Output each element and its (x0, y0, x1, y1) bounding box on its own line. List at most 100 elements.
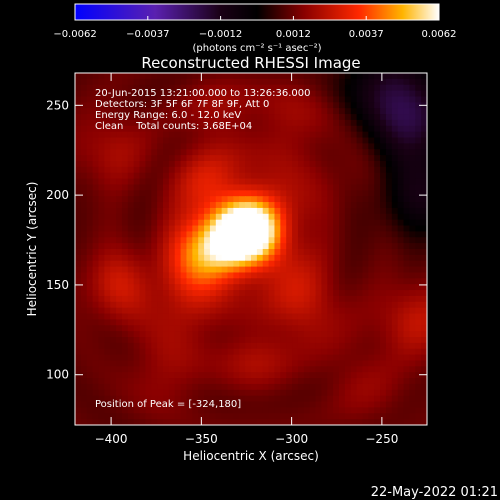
heatmap-cell (98, 272, 105, 279)
heatmap-cell (92, 413, 100, 420)
heatmap-cell (174, 90, 182, 98)
heatmap-cell (227, 313, 234, 320)
heatmap-cell (286, 319, 293, 326)
heatmap-cell (344, 360, 352, 367)
heatmap-cell (145, 342, 152, 350)
heatmap-cell (86, 84, 94, 92)
heatmap-cell (86, 272, 94, 279)
heatmap-cell (86, 407, 94, 414)
heatmap-cell (145, 190, 152, 197)
heatmap-cell (368, 149, 375, 156)
heatmap-cell (344, 389, 352, 397)
heatmap-cell (403, 184, 410, 191)
heatmap-cell (186, 284, 193, 291)
heatmap-cell (303, 190, 311, 197)
heatmap-cell (239, 342, 246, 350)
heatmap-cell (409, 161, 416, 168)
heatmap-cell (391, 243, 399, 250)
heatmap-cell (133, 395, 141, 403)
heatmap-cell (421, 213, 427, 221)
heatmap-cell (186, 354, 193, 362)
heatmap-cell (421, 284, 427, 291)
heatmap-cell (168, 389, 176, 397)
heatmap-cell (256, 272, 264, 279)
heatmap-cell (321, 325, 328, 332)
heatmap-cell (380, 325, 387, 332)
heatmap-cell (121, 184, 129, 191)
heatmap-cell (209, 301, 217, 309)
heatmap-cell (98, 401, 105, 408)
heatmap-cell (198, 207, 205, 215)
heatmap-cell (227, 190, 234, 197)
heatmap-cell (251, 407, 258, 414)
heatmap-cell (391, 348, 399, 356)
heatmap-cell (297, 190, 305, 197)
heatmap-cell (145, 407, 152, 414)
heatmap-cell (110, 213, 117, 221)
heatmap-cell (397, 73, 405, 80)
heatmap-cell (385, 389, 393, 397)
heatmap-cell (227, 184, 234, 191)
heatmap-cell (356, 284, 364, 291)
heatmap-cell (421, 231, 427, 238)
heatmap-cell (209, 166, 217, 174)
heatmap-cell (221, 131, 229, 139)
heatmap-cell (391, 190, 399, 197)
heatmap-cell (421, 307, 427, 315)
heatmap-cell (397, 278, 405, 285)
heatmap-cell (380, 266, 387, 274)
heatmap-cell (133, 354, 141, 362)
heatmap-cell (98, 331, 105, 338)
heatmap-cell (339, 360, 346, 367)
heatmap-cell (327, 108, 334, 115)
heatmap-cell (321, 114, 328, 121)
heatmap-cell (245, 102, 252, 109)
heatmap-cell (339, 225, 346, 232)
heatmap-cell (157, 249, 164, 256)
heatmap-cell (121, 125, 129, 133)
heatmap-cell (145, 243, 152, 250)
heatmap-cell (415, 84, 422, 92)
heatmap-cell (297, 272, 305, 279)
heatmap-cell (233, 119, 240, 127)
heatmap-cell (168, 319, 176, 326)
heatmap-cell (116, 383, 123, 391)
heatmap-cell (180, 196, 188, 203)
heatmap-cell (80, 90, 88, 98)
heatmap-cell (245, 202, 252, 209)
heatmap-cell (80, 313, 88, 320)
heatmap-cell (327, 284, 334, 291)
heatmap-cell (192, 161, 199, 168)
heatmap-cell (333, 243, 340, 250)
heatmap-cell (409, 395, 416, 403)
heatmap-cell (292, 137, 299, 144)
heatmap-cell (92, 313, 100, 320)
heatmap-cell (280, 254, 287, 262)
heatmap-cell (339, 301, 346, 309)
heatmap-cell (245, 184, 252, 191)
heatmap-cell (380, 166, 387, 174)
heatmap-cell (315, 213, 322, 221)
heatmap-cell (280, 166, 287, 174)
heatmap-cell (374, 207, 381, 215)
heatmap-cell (227, 114, 234, 121)
heatmap-cell (139, 125, 146, 133)
heatmap-cell (421, 401, 427, 408)
heatmap-cell (233, 166, 240, 174)
heatmap-cell (75, 301, 82, 309)
heatmap-cell (92, 213, 100, 221)
heatmap-cell (245, 131, 252, 139)
heatmap-cell (110, 342, 117, 350)
heatmap-cell (297, 243, 305, 250)
heatmap-cell (297, 102, 305, 109)
heatmap-cell (151, 284, 158, 291)
heatmap-cell (286, 419, 293, 425)
heatmap-cell (163, 84, 170, 92)
heatmap-cell (368, 360, 375, 367)
heatmap-cell (385, 272, 393, 279)
heatmap-cell (362, 360, 369, 367)
heatmap-cell (186, 378, 193, 385)
heatmap-cell (198, 143, 205, 150)
heatmap-cell (163, 348, 170, 356)
heatmap-cell (374, 125, 381, 133)
